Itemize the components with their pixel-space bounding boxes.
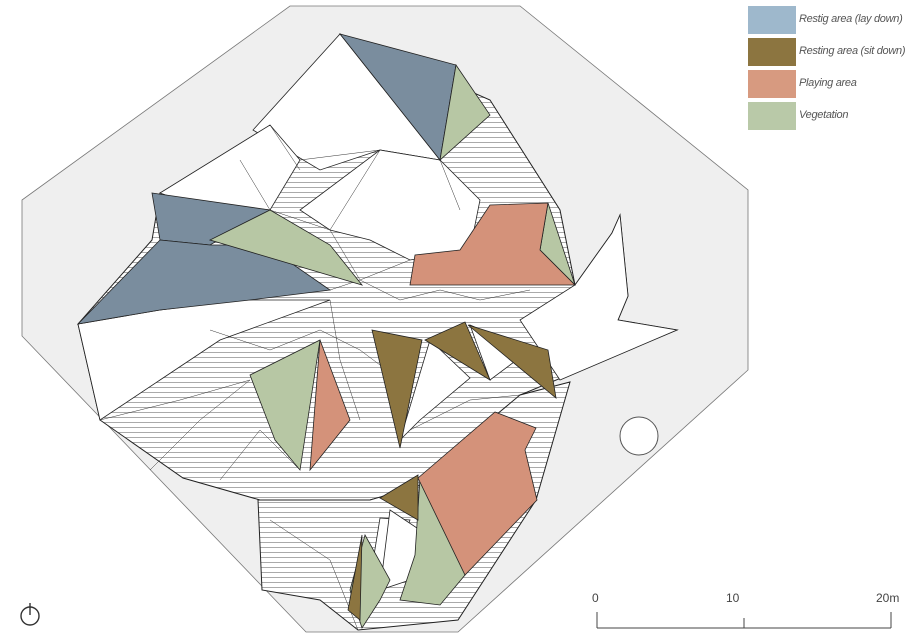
north-arrow-icon	[20, 603, 40, 626]
scale-tick-0: 0	[592, 591, 599, 605]
legend-swatch-vegetation	[748, 102, 796, 130]
resting-areas-lay-down	[76, 33, 457, 325]
resting-areas-sit-down	[347, 321, 557, 621]
playing-areas	[309, 202, 576, 576]
legend-item-vegetation: Vegetation	[748, 102, 916, 132]
legend-item-lay-down: Restig area (lay down)	[748, 6, 916, 36]
scale-tick-20m: 20m	[876, 591, 900, 605]
legend-item-playing: Playing area	[748, 70, 916, 100]
scale-bar	[596, 612, 892, 629]
legend-swatch-lay-down	[748, 6, 796, 34]
legend-label-playing: Playing area	[799, 77, 857, 89]
vegetation-areas	[208, 63, 576, 629]
scale-tick-10: 10	[726, 591, 740, 605]
legend-item-sit-down: Resting area (sit down)	[748, 38, 916, 68]
legend-label-sit-down: Resting area (sit down)	[799, 45, 906, 57]
circular-feature	[619, 416, 659, 456]
legend-swatch-sit-down	[748, 38, 796, 66]
legend-swatch-playing	[748, 70, 796, 98]
legend: Restig area (lay down) Resting area (sit…	[748, 6, 916, 134]
legend-label-lay-down: Restig area (lay down)	[799, 13, 903, 25]
legend-label-vegetation: Vegetation	[799, 109, 849, 121]
